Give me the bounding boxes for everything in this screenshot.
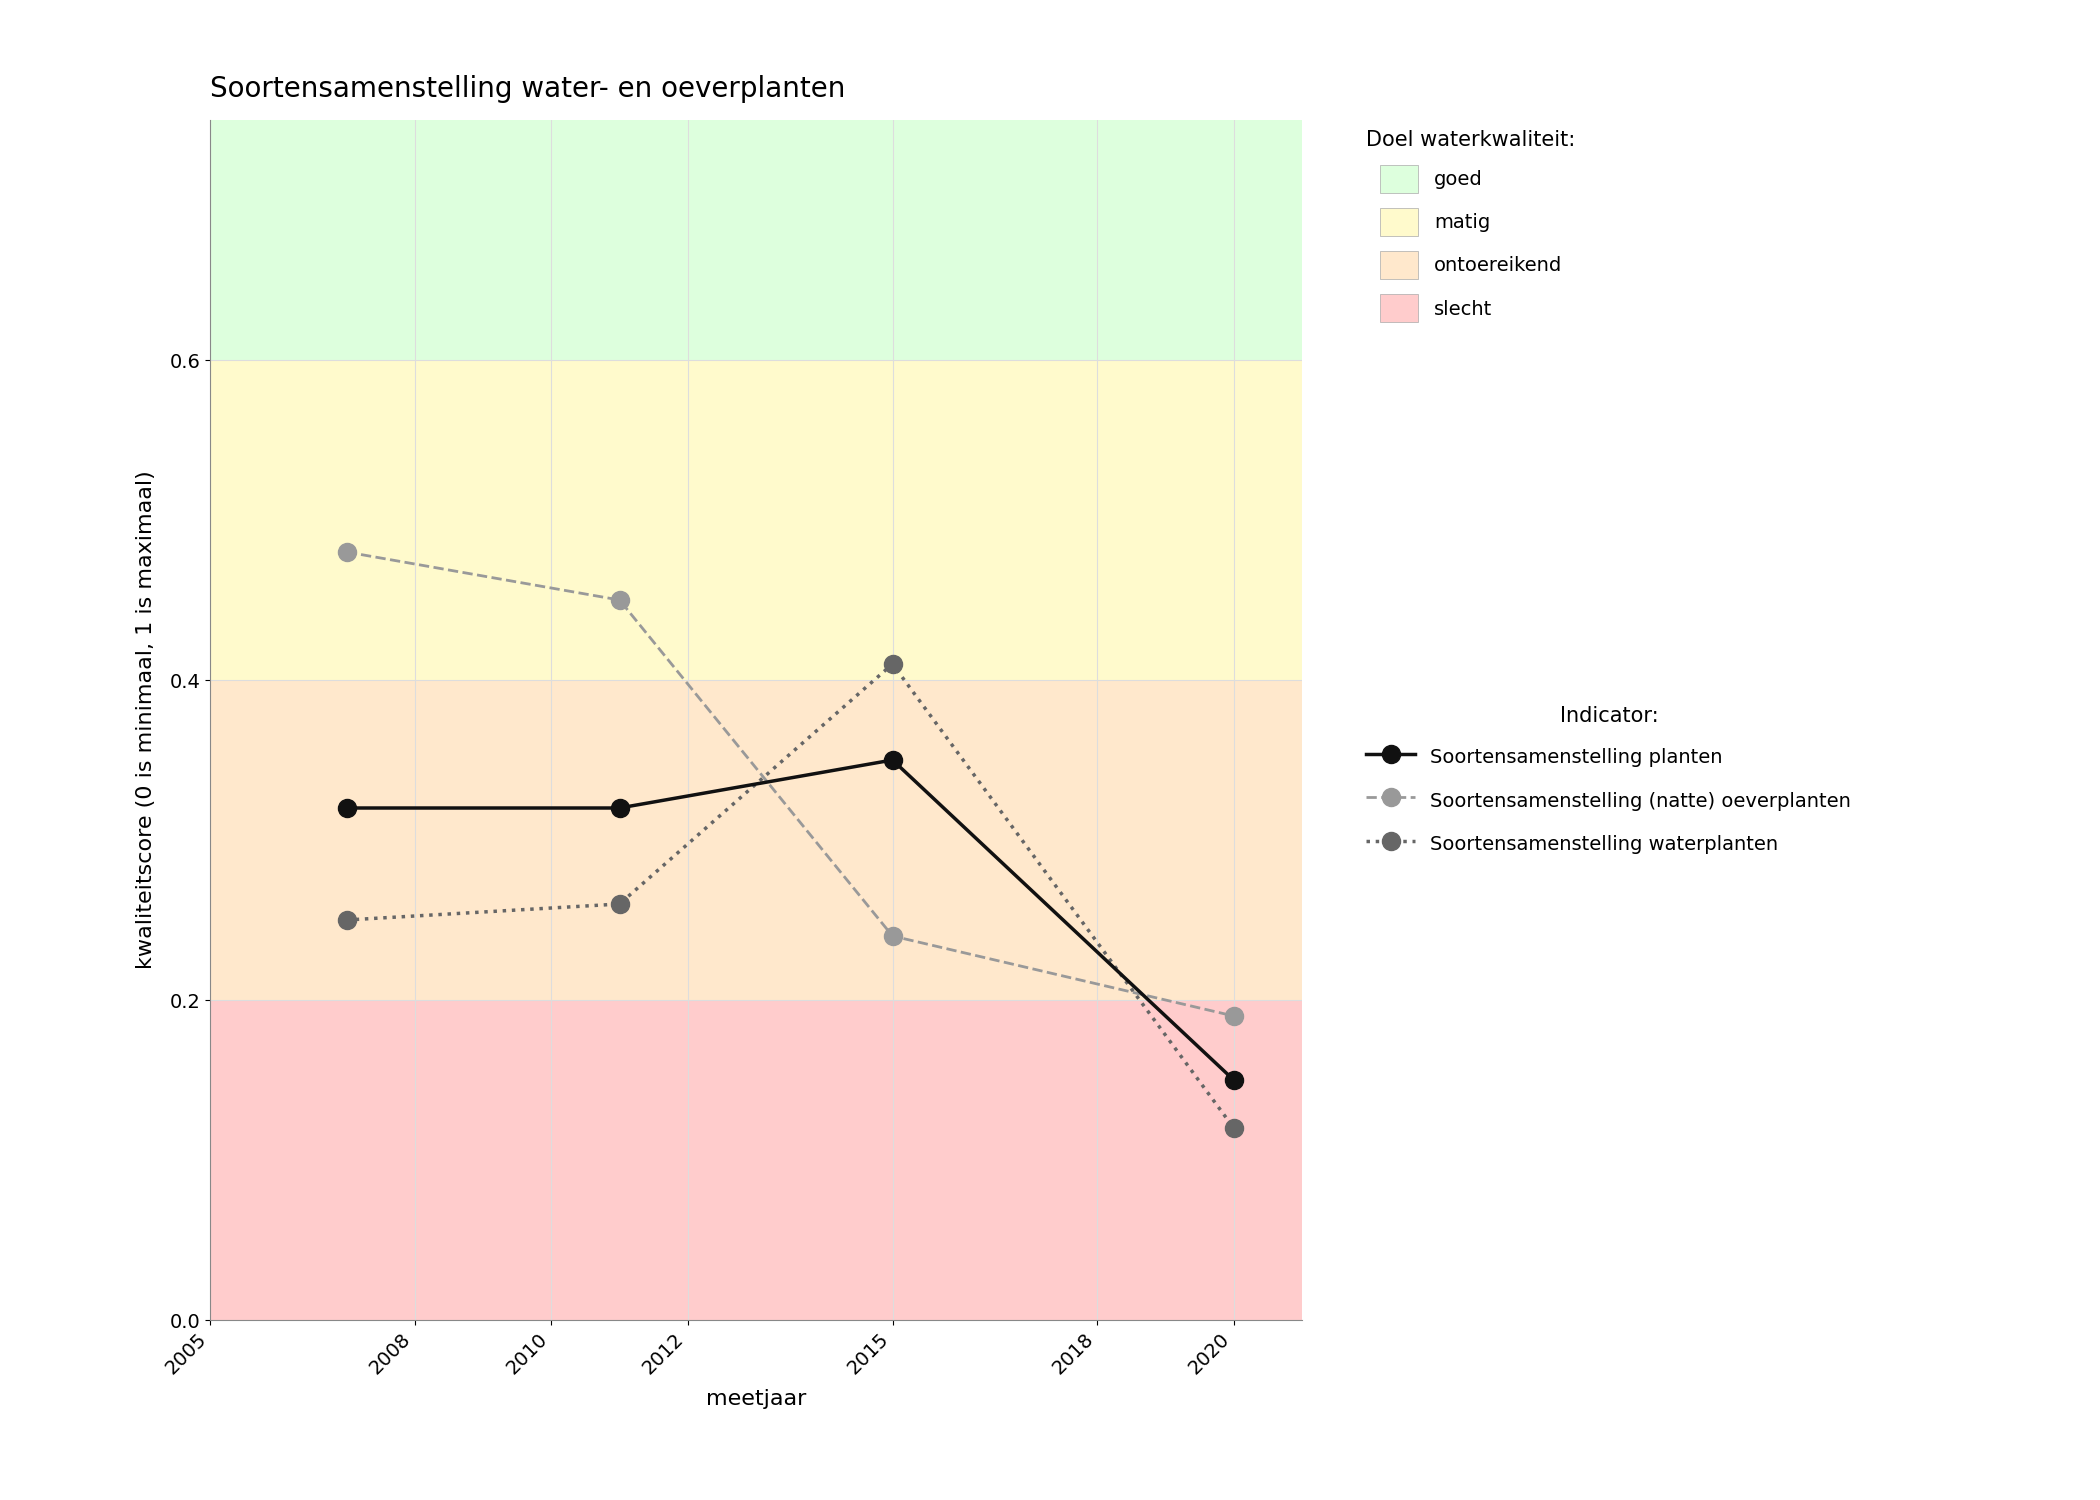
Soortensamenstelling planten — [1222, 1071, 1247, 1089]
Soortensamenstelling (natte) oeverplanten — [607, 591, 632, 609]
Soortensamenstelling (natte) oeverplanten — [880, 927, 905, 945]
Soortensamenstelling (natte) oeverplanten — [334, 543, 359, 561]
Text: Soortensamenstelling water- en oeverplanten: Soortensamenstelling water- en oeverplan… — [210, 75, 846, 104]
Line: Soortensamenstelling planten: Soortensamenstelling planten — [338, 752, 1243, 1089]
Soortensamenstelling waterplanten — [880, 656, 905, 674]
Soortensamenstelling planten — [334, 800, 359, 818]
Bar — [210, 680, 1302, 1000]
Legend: Soortensamenstelling planten, Soortensamenstelling (natte) oeverplanten, Soorten: Soortensamenstelling planten, Soortensam… — [1367, 705, 1852, 855]
Bar — [210, 120, 1302, 360]
Bar — [210, 360, 1302, 680]
Soortensamenstelling waterplanten — [334, 910, 359, 928]
Soortensamenstelling planten — [880, 752, 905, 770]
X-axis label: meetjaar: meetjaar — [706, 1389, 806, 1410]
Soortensamenstelling planten — [607, 800, 632, 818]
Soortensamenstelling waterplanten — [1222, 1119, 1247, 1137]
Soortensamenstelling (natte) oeverplanten — [1222, 1007, 1247, 1025]
Line: Soortensamenstelling waterplanten: Soortensamenstelling waterplanten — [338, 656, 1243, 1137]
Bar — [210, 1000, 1302, 1320]
Soortensamenstelling waterplanten — [607, 896, 632, 914]
Y-axis label: kwaliteitscore (0 is minimaal, 1 is maximaal): kwaliteitscore (0 is minimaal, 1 is maxi… — [136, 471, 155, 969]
Line: Soortensamenstelling (natte) oeverplanten: Soortensamenstelling (natte) oeverplante… — [338, 543, 1243, 1024]
